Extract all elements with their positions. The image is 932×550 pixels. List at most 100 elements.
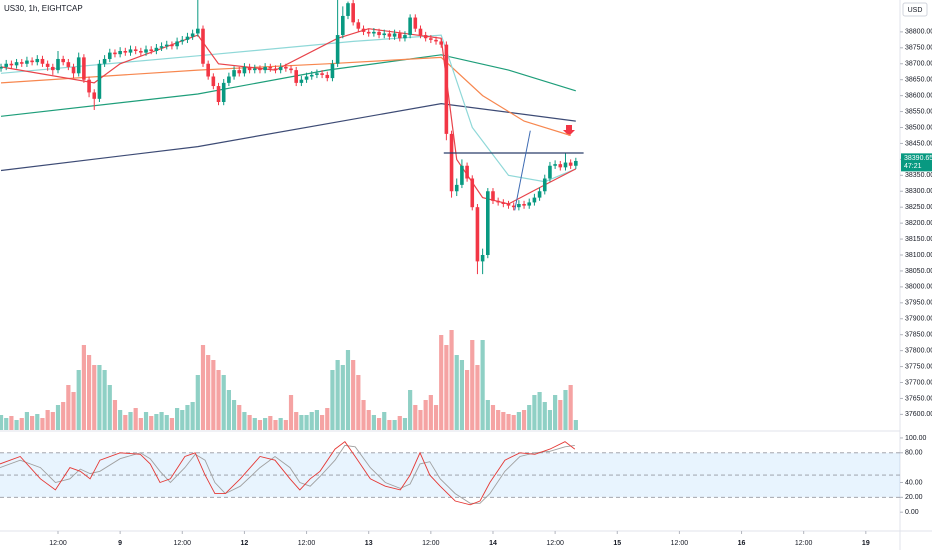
volume-bar: [335, 360, 340, 430]
candle-body: [25, 60, 29, 64]
volume-bar: [563, 390, 568, 430]
candle-body: [128, 49, 133, 53]
x-tick-label: 16: [738, 540, 746, 547]
volume-bar: [35, 414, 40, 430]
candle-body: [558, 164, 563, 168]
candle-body: [532, 197, 537, 203]
candle-body: [361, 28, 366, 32]
volume-bar: [138, 418, 143, 430]
candle-body: [377, 31, 381, 36]
volume-bar: [231, 400, 237, 430]
volume-bar: [247, 415, 252, 430]
candle-body: [511, 205, 516, 208]
candle-body: [320, 73, 324, 75]
candle-body: [211, 76, 216, 87]
volume-bar: [164, 415, 169, 430]
currency-box[interactable]: [902, 2, 928, 17]
candle-body: [149, 49, 154, 52]
stoch-tick-label: 100.00: [905, 435, 927, 442]
candle-body: [175, 41, 179, 47]
candle-body: [470, 178, 475, 208]
candle-body: [133, 49, 138, 52]
candle-body: [429, 38, 433, 40]
volume-bar: [553, 395, 558, 430]
x-tick-label: 14: [489, 540, 497, 547]
candle-body: [574, 160, 578, 166]
candle-body: [465, 165, 469, 179]
x-tick-label: 12:00: [546, 540, 564, 547]
candle-body: [278, 66, 283, 71]
candle-body: [387, 33, 392, 37]
candle-body: [289, 68, 293, 71]
y-tick-label: 37900.00: [905, 316, 932, 323]
candle-body: [335, 35, 340, 64]
last-price-box: [901, 153, 932, 172]
candle-body: [237, 70, 242, 74]
candle-body: [190, 33, 195, 37]
volume-bar: [330, 370, 335, 430]
volume-bar: [558, 400, 563, 430]
y-tick-label: 38750.00: [905, 45, 932, 52]
candle-body: [196, 28, 200, 34]
x-tick-label: 12:00: [422, 540, 440, 547]
volume-bar: [216, 370, 221, 430]
y-tick-label: 37750.00: [905, 363, 932, 370]
candle-body: [107, 52, 112, 59]
volume-bar: [180, 410, 185, 430]
volume-bar: [112, 400, 118, 430]
candle-body: [542, 178, 547, 192]
volume-bar: [568, 385, 573, 430]
volume-bar: [459, 360, 465, 430]
candle-body: [92, 92, 97, 99]
candle-body: [66, 62, 71, 67]
volume-bar: [278, 418, 283, 430]
candle-body: [315, 73, 319, 75]
candle-body: [252, 68, 257, 71]
volume-bar: [340, 365, 345, 430]
volume-bar: [408, 390, 413, 430]
candle-body: [97, 63, 102, 99]
volume-bar: [288, 395, 294, 430]
x-tick-label: 12:00: [49, 540, 67, 547]
volume-bar: [159, 412, 164, 430]
candle-body: [413, 17, 418, 29]
volume-bar: [387, 420, 392, 430]
stoch-tick-label: 40.00: [905, 479, 923, 486]
volume-bar: [532, 395, 537, 430]
candle-body: [548, 165, 552, 179]
candle-body: [102, 58, 107, 64]
candle-body: [294, 70, 299, 83]
candle-body: [242, 66, 247, 74]
candle-body: [299, 79, 304, 83]
volume-bar: [81, 345, 86, 430]
candle-body: [19, 62, 24, 64]
volume-bar: [97, 365, 102, 430]
candle-body: [76, 57, 81, 74]
candle-body: [45, 63, 50, 67]
candle-body: [444, 44, 449, 134]
candle-body: [397, 33, 402, 39]
volume-bar: [102, 370, 107, 430]
candle-body: [418, 28, 423, 36]
volume-bar: [309, 412, 314, 430]
volume-bar: [475, 365, 480, 430]
trend-line: [514, 130, 531, 211]
candle-body: [496, 200, 500, 203]
y-tick-label: 38050.00: [905, 268, 932, 275]
candle-body: [154, 47, 159, 52]
candle-body: [403, 35, 407, 39]
volume-bar: [521, 410, 527, 430]
candle-body: [71, 66, 76, 74]
stoch-tick-label: 20.00: [905, 494, 923, 501]
candle-body: [460, 165, 464, 185]
volume-bar: [527, 405, 532, 430]
candle-body: [216, 86, 221, 103]
volume-bar: [40, 418, 45, 430]
candle-body: [309, 74, 314, 77]
volume-bar: [123, 415, 128, 430]
volume-bar: [511, 415, 516, 430]
volume-bar: [50, 412, 55, 430]
x-tick-label: 12:00: [671, 540, 689, 547]
x-tick-label: 15: [613, 540, 621, 547]
